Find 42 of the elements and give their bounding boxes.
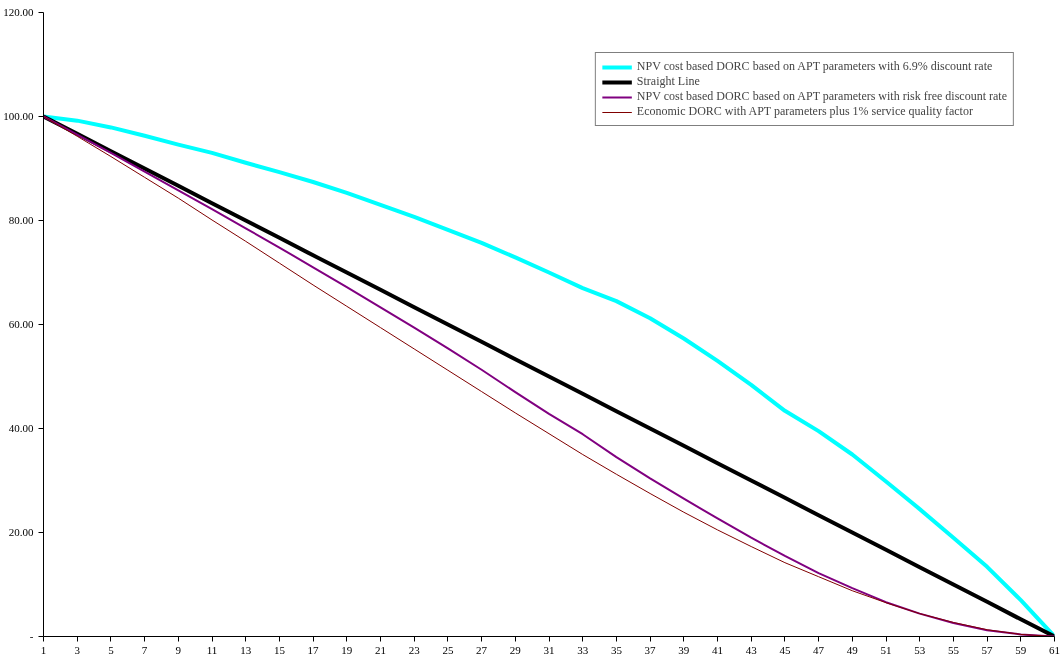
- legend-label: Economic DORC with APT parameters plus 1% service quality factor: [636, 104, 973, 119]
- y-tick-label: 120.00: [3, 6, 34, 18]
- x-tick-label: 27: [476, 643, 488, 656]
- x-tick-label: 35: [610, 643, 623, 656]
- y-tick-label: 80.00: [8, 214, 34, 226]
- x-tick-label: 25: [442, 643, 454, 656]
- x-tick-label: 39: [678, 643, 690, 656]
- x-tick-label: 3: [74, 643, 81, 656]
- x-tick-label: 43: [745, 643, 758, 656]
- y-tick-label: 40.00: [8, 422, 34, 434]
- x-tick-label: 55: [947, 643, 960, 656]
- y-tick-label: 60.00: [8, 318, 34, 330]
- x-tick-label: 53: [914, 643, 926, 656]
- legend-label: Straight Line: [636, 74, 700, 89]
- x-tick-label: 29: [509, 643, 522, 656]
- x-tick-label: 7: [141, 643, 148, 656]
- x-tick-label: 5: [108, 643, 115, 656]
- x-tick-label: 47: [813, 643, 825, 656]
- x-tick-label: 37: [644, 643, 657, 656]
- x-tick-label: 49: [846, 643, 859, 656]
- x-tick-label: 13: [240, 643, 252, 656]
- x-tick-label: 33: [577, 643, 589, 656]
- x-tick-label: 17: [307, 643, 320, 656]
- legend-label: NPV cost based DORC based on APT parameters with risk free discount rate: [636, 89, 1007, 104]
- y-tick-label: 20.00: [8, 526, 34, 538]
- x-tick-label: 51: [880, 643, 892, 656]
- x-tick-label: 31: [543, 643, 555, 656]
- x-tick-label: 19: [341, 643, 353, 656]
- y-tick-label: 100.00: [3, 110, 34, 122]
- x-tick-label: 11: [206, 643, 218, 656]
- x-tick-label: 15: [273, 643, 286, 656]
- x-tick-label: 45: [779, 643, 791, 656]
- x-tick-label: 41: [712, 643, 723, 656]
- legend-label: NPV cost based DORC based on APT parameters with 6.9% discount rate: [636, 59, 993, 74]
- x-tick-label: 57: [981, 643, 994, 656]
- x-tick-label: 61: [1049, 643, 1060, 656]
- x-tick-label: 59: [1015, 643, 1027, 656]
- x-tick-label: 23: [408, 643, 421, 656]
- y-tick-label: -: [29, 630, 34, 642]
- x-tick-label: 9: [175, 643, 182, 656]
- x-tick-label: 1: [40, 643, 47, 656]
- x-tick-label: 21: [375, 643, 386, 656]
